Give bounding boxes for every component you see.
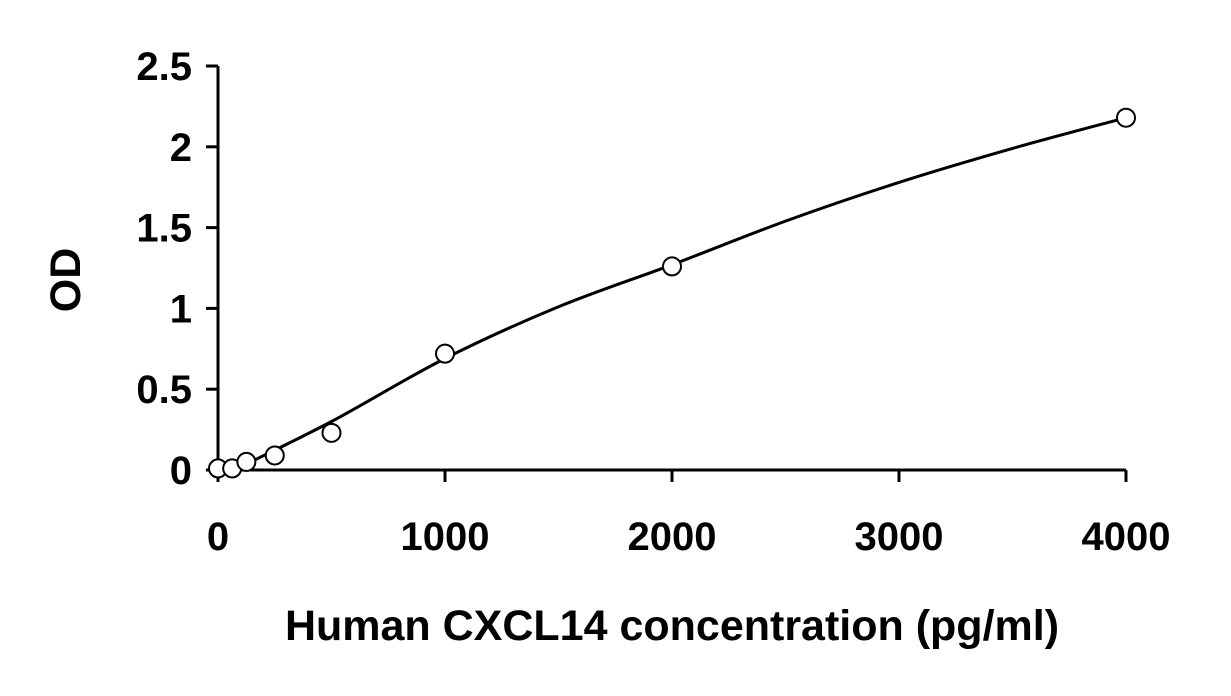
y-tick-label: 0 — [170, 449, 192, 493]
x-ticks: 0 1000 2000 3000 4000 — [207, 470, 1171, 559]
x-tick-label: 0 — [207, 515, 229, 559]
y-tick-label: 2 — [170, 126, 192, 170]
x-axis-title: Human CXCL14 concentration (pg/ml) — [285, 602, 1059, 650]
data-points — [208, 107, 1136, 479]
fit-curve — [240, 116, 1127, 469]
x-tick-label: 3000 — [855, 515, 944, 559]
x-axis: 0 1000 2000 3000 4000 — [207, 468, 1171, 559]
data-point — [1116, 107, 1136, 128]
x-tick-label: 1000 — [401, 515, 490, 559]
y-tick-label: 1 — [170, 287, 192, 331]
data-point — [264, 445, 285, 466]
y-ticks: 0 0.5 1 1.5 2 2.5 — [136, 45, 218, 493]
y-axis-title: OD — [42, 248, 90, 313]
x-tick-label: 2000 — [628, 515, 717, 559]
y-tick-label: 1.5 — [136, 207, 192, 251]
data-point — [236, 451, 257, 472]
data-point — [321, 422, 342, 443]
y-tick-label: 2.5 — [136, 45, 192, 89]
data-point — [435, 343, 455, 364]
y-tick-label: 0.5 — [136, 368, 192, 412]
x-tick-label: 4000 — [1082, 515, 1171, 559]
data-point — [662, 256, 682, 277]
y-axis: 0 0.5 1 1.5 2 2.5 — [136, 45, 220, 493]
